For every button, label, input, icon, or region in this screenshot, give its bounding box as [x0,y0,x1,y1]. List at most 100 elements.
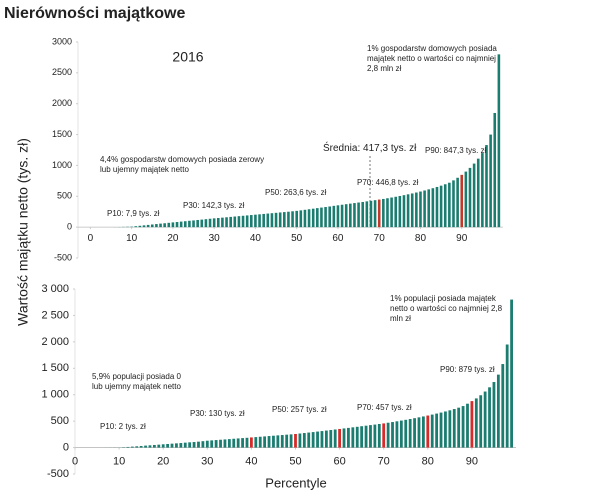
annotation: P90: 847,3 tys. zł [425,146,487,155]
bar [299,210,303,228]
bar [276,435,280,448]
bar [152,444,156,448]
y-tick-label: 2 000 [41,336,69,348]
bar [489,134,492,228]
bar [398,195,402,228]
annotation: 5,9% populacji posiada 0 lub ujemny mają… [92,372,181,391]
annotation: P70: 457 tys. zł [357,403,412,412]
annotation: P30: 130 tys. zł [190,409,245,418]
x-tick-label: 10 [126,233,138,244]
bar [291,211,294,228]
bar [333,429,337,448]
bar [280,435,284,448]
bar [419,191,422,228]
bar [448,410,452,448]
bar [361,201,365,228]
bar [214,440,218,448]
bar [481,153,484,228]
bar [390,197,393,228]
bar [142,225,146,228]
bar [353,203,356,228]
bar [332,205,336,228]
bar [351,427,355,448]
x-tick-label: 90 [456,233,468,244]
bar [266,213,270,228]
annotation: P30: 142,3 tys. zł [183,201,245,210]
y-tick-label: 0 [63,441,69,453]
bar [493,112,497,228]
bar [497,54,501,228]
bar [227,439,231,448]
bar [435,186,439,228]
bar [324,430,328,448]
bar [183,442,187,448]
bar [324,207,327,228]
y-tick-label: 500 [51,415,69,427]
bar [439,412,443,448]
y-tick-label: 3000 [52,36,72,46]
y-tick-label: 2 500 [41,309,69,321]
x-tick-label: 0 [88,233,94,244]
bar [163,223,166,228]
x-tick-label: 60 [332,233,344,244]
y-tick-label: 1000 [52,160,72,170]
bar [212,218,216,228]
bar [501,364,505,448]
bar [406,194,410,228]
bar [241,438,244,448]
x-tick-label: 30 [209,233,221,244]
bar [460,174,464,228]
bar [496,374,500,448]
bar [258,436,262,448]
bar [439,185,443,228]
x-tick-label: 0 [72,455,78,467]
bar [192,442,196,448]
bar [298,433,302,448]
bar [159,223,162,228]
bar [287,211,290,228]
y-tick-label: -500 [47,468,69,480]
bar [166,443,170,448]
bar [386,422,390,448]
annotation: 1% gospodarstw domowych posiada majątek … [367,44,497,73]
bar [150,224,154,228]
bar [225,217,228,228]
bar [382,198,385,228]
bar [472,163,476,228]
bar [340,204,344,228]
bar [270,213,274,228]
bar [179,443,183,448]
bar [443,184,447,228]
bar [479,395,483,448]
bar [474,398,478,448]
bar [183,221,187,228]
bar [399,420,403,448]
bar [402,195,406,228]
bar [205,440,209,448]
bar [130,446,134,448]
bar [492,382,496,448]
bar [410,193,414,228]
bar [413,418,416,448]
bar [134,226,138,228]
bar [146,224,150,228]
bar [505,344,509,448]
x-tick-label: 70 [374,233,386,244]
bar [210,440,214,448]
bar [415,192,418,228]
y-tick-label: 3 000 [41,283,69,295]
bar [483,391,487,448]
y-tick-label: -500 [54,252,72,262]
annotation: P10: 7,9 tys. zł [107,209,160,218]
bar [161,444,165,448]
bar [311,208,315,228]
bar [221,217,224,228]
bar [138,225,142,228]
bar [423,190,426,228]
x-axis-label: Percentyle [265,475,326,490]
bar [360,426,364,448]
y-tick-label: 1500 [52,129,72,139]
bar [470,401,474,448]
bar [272,435,275,448]
